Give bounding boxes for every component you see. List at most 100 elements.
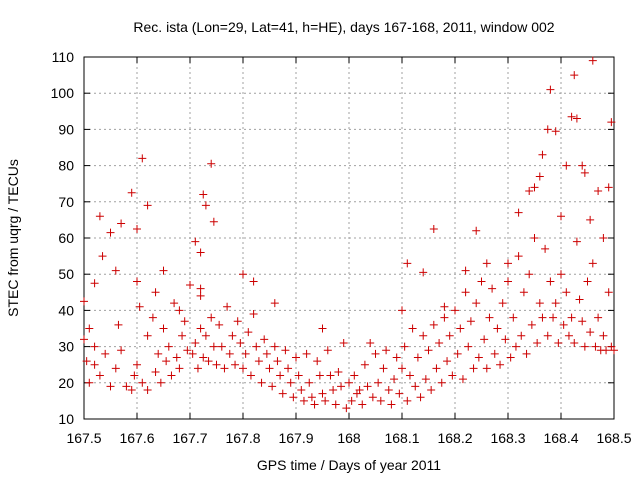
data-point [506, 353, 515, 362]
data-point [111, 266, 120, 275]
data-point [562, 161, 571, 170]
data-point [514, 208, 523, 217]
y-tick-label: 40 [58, 302, 74, 318]
y-tick-label: 10 [58, 411, 74, 427]
data-point [546, 85, 555, 94]
data-point [156, 378, 165, 387]
data-point [164, 342, 173, 351]
data-point [480, 335, 489, 344]
data-point [95, 371, 104, 380]
data-point [549, 313, 558, 322]
data-point [350, 371, 359, 380]
data-point [445, 331, 454, 340]
data-point [368, 393, 377, 402]
data-point [421, 375, 430, 384]
data-point [472, 226, 481, 235]
y-tick-label: 70 [58, 194, 74, 210]
data-point [464, 342, 473, 351]
data-point [345, 378, 353, 387]
data-point [586, 215, 595, 224]
data-point [599, 234, 608, 242]
data-point [323, 346, 332, 355]
data-point [122, 382, 131, 391]
data-point [114, 320, 123, 329]
data-point [217, 342, 226, 351]
data-point [429, 320, 438, 329]
data-point [260, 335, 269, 344]
data-point [307, 393, 316, 402]
data-point [538, 150, 547, 159]
data-point [178, 331, 187, 340]
data-point [488, 284, 497, 293]
data-point [143, 386, 152, 395]
data-point [318, 324, 327, 333]
data-point [209, 217, 218, 226]
data-point [289, 393, 298, 402]
data-point [546, 277, 555, 286]
data-point [111, 364, 120, 373]
data-point [143, 201, 152, 210]
data-point [538, 313, 547, 322]
data-point [138, 378, 147, 387]
data-point [551, 127, 560, 136]
data-point [82, 357, 91, 366]
data-point [472, 299, 481, 308]
data-point [80, 297, 88, 306]
data-point [278, 389, 287, 398]
data-point [80, 335, 88, 344]
data-point [416, 393, 425, 402]
data-point [151, 288, 160, 297]
data-point [294, 371, 303, 380]
y-tick-label: 30 [58, 339, 74, 355]
data-point [207, 313, 216, 322]
x-tick-label: 167.5 [66, 430, 101, 446]
data-point [329, 386, 338, 395]
data-point [209, 342, 218, 351]
data-point [159, 266, 168, 275]
data-point [133, 277, 141, 286]
y-tick-label: 80 [58, 158, 74, 174]
data-point [196, 248, 205, 257]
data-point [408, 324, 417, 333]
data-point [154, 349, 163, 358]
data-point [580, 168, 589, 177]
data-point [175, 306, 184, 315]
data-point [249, 310, 258, 319]
y-axis-label: STEC from uqrg / TECUs [5, 159, 21, 317]
data-point [398, 306, 406, 315]
data-point [498, 299, 507, 308]
data-point [604, 183, 613, 192]
data-point [302, 349, 311, 358]
data-point [509, 313, 518, 322]
data-point [138, 154, 147, 163]
data-point [276, 371, 285, 380]
data-point [191, 338, 200, 347]
axis-ticks [83, 56, 615, 420]
data-point [519, 288, 528, 297]
data-point [334, 367, 343, 376]
data-point [310, 400, 319, 409]
data-point [535, 172, 544, 181]
data-point [159, 324, 168, 333]
data-point [578, 317, 587, 326]
data-point [358, 400, 367, 409]
grid-lines [84, 57, 614, 419]
data-point [440, 313, 449, 322]
data-point [564, 331, 573, 340]
data-point [482, 364, 491, 373]
data-point [313, 357, 322, 366]
data-point [268, 382, 277, 391]
data-point [559, 320, 568, 329]
data-point [133, 224, 141, 233]
data-point [315, 371, 324, 380]
data-point [239, 270, 247, 279]
data-point [570, 338, 579, 347]
data-point [530, 234, 539, 242]
x-tick-label: 167.6 [119, 430, 154, 446]
data-point [363, 382, 372, 391]
data-point [215, 320, 224, 329]
data-point [466, 317, 475, 326]
data-point [236, 338, 245, 347]
data-point [551, 299, 560, 308]
